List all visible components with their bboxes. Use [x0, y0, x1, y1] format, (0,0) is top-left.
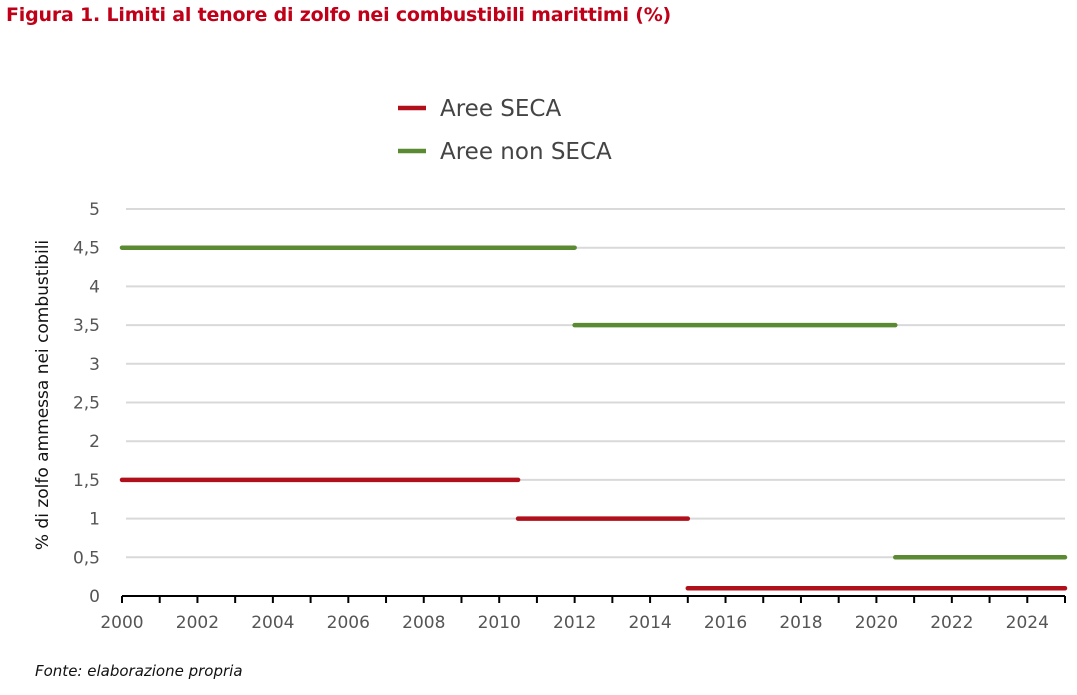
y-tick-label: 0 [89, 587, 100, 607]
x-axis: 2000 2002 2004 2006 2008 2010 2012 2014 2016 2018… [100, 595, 1066, 633]
series-aree-non-seca [119, 245, 1068, 560]
legend-item: Aree SECA [398, 96, 561, 122]
x-tick-label: 2022 [930, 613, 973, 633]
legend: Aree SECA Aree non SECA [398, 96, 612, 165]
x-tick-label: 2006 [327, 613, 370, 633]
legend-label: Aree SECA [440, 96, 561, 122]
gridlines [126, 208, 1065, 559]
x-tick-label: 2008 [402, 613, 445, 633]
legend-label: Aree non SECA [440, 139, 612, 165]
x-tick-label: 2004 [251, 613, 294, 633]
figure-title: Figura 1. Limiti al tenore di zolfo nei … [6, 4, 672, 26]
x-tick-label: 2014 [628, 613, 671, 633]
y-tick-label: 4 [89, 277, 100, 297]
x-tick-label: 2018 [779, 613, 822, 633]
y-axis-label: % di zolfo ammessa nei combustibili [33, 240, 53, 550]
x-tick-label: 2020 [855, 613, 898, 633]
x-tick-label: 2000 [100, 613, 143, 633]
source-note: Fonte: elaborazione propria [35, 662, 243, 680]
legend-item: Aree non SECA [398, 139, 612, 165]
y-tick-label: 1,5 [73, 471, 100, 491]
x-tick-label: 2024 [1006, 613, 1049, 633]
y-tick-label: 1 [89, 510, 100, 530]
series-lines [119, 245, 1068, 591]
y-tick-label: 3 [89, 355, 100, 375]
y-tick-labels: 0 0,5 1 1,5 2 2,5 3 3,5 4 4,5 5 [73, 200, 100, 607]
x-tick-label: 2016 [704, 613, 747, 633]
y-tick-label: 4,5 [73, 239, 100, 259]
y-tick-label: 5 [89, 200, 100, 220]
series-aree-seca [119, 477, 1068, 591]
y-tick-label: 0,5 [73, 548, 100, 568]
x-tick-label: 2010 [478, 613, 521, 633]
y-tick-label: 2 [89, 432, 100, 452]
x-tick-label: 2012 [553, 613, 596, 633]
x-tick-label: 2002 [176, 613, 219, 633]
y-tick-label: 2,5 [73, 394, 100, 414]
y-tick-label: 3,5 [73, 316, 100, 336]
